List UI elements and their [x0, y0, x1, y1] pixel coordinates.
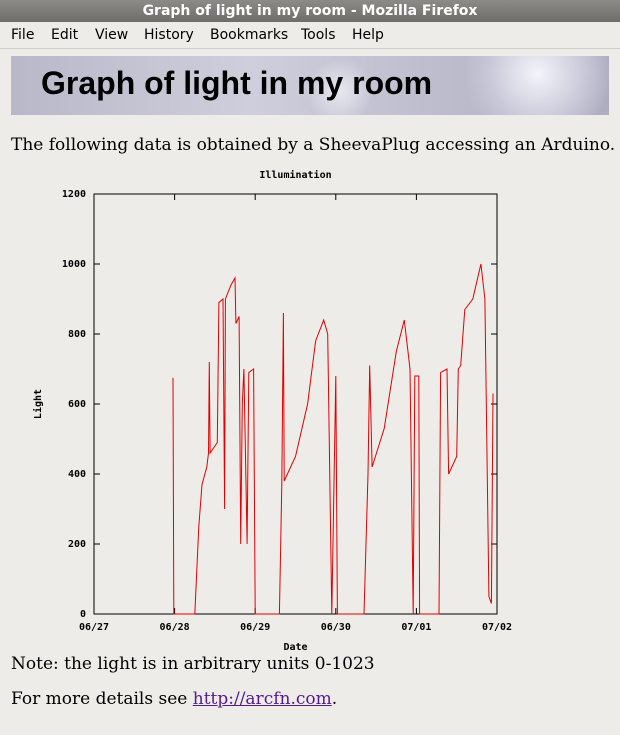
data-line [172, 263, 494, 615]
x-tick-label: 07/01 [401, 622, 431, 633]
y-tick-label: 600 [68, 399, 86, 410]
y-tick-label: 200 [68, 539, 86, 550]
x-tick-label: 06/30 [321, 622, 351, 633]
menu-item[interactable]: Tools [301, 27, 336, 43]
menu-item[interactable]: Bookmarks [210, 27, 289, 43]
y-tick-label: 1200 [62, 189, 86, 200]
x-axis-label: Date [283, 642, 307, 653]
menu-bar: File Edit View History Bookmarks Tools Help [0, 22, 620, 49]
x-tick-label: 06/29 [240, 622, 270, 633]
menu-item[interactable]: Edit [51, 27, 79, 43]
menu-item[interactable]: Help [352, 27, 384, 43]
y-tick-label: 1000 [62, 259, 86, 270]
x-tick-label: 06/28 [160, 622, 190, 633]
banner: Graph of light in my room [11, 56, 609, 115]
details: For more details see http://arcfn.com. [11, 689, 337, 709]
plot-frame [93, 193, 498, 615]
intro: The following data is obtained by a Shee… [11, 135, 616, 155]
details-end: . [331, 689, 338, 709]
menu-item[interactable]: History [144, 27, 194, 43]
details-text: For more details see [11, 689, 188, 709]
x-tick-label: 06/27 [79, 622, 109, 633]
page-heading: Graph of light in my room [41, 65, 433, 101]
window-title: Graph of light in my room - Mozilla Fire… [0, 0, 620, 22]
menu-item[interactable]: File [11, 27, 35, 43]
link[interactable]: http://arcfn.com [192, 689, 332, 709]
note: Note: the light is in arbitrary units 0-… [11, 654, 375, 674]
chart: Illumination Date Light 0 200 400 600 800 1000 12… [32, 169, 512, 653]
menu-item[interactable]: View [95, 27, 129, 43]
x-tick-label: 07/02 [482, 622, 512, 633]
y-tick-label: 400 [68, 469, 86, 480]
y-axis-label: Light [32, 389, 44, 419]
chart-title: Illumination [259, 169, 331, 181]
y-tick-label: 800 [68, 329, 86, 340]
y-tick-label: 0 [80, 609, 86, 620]
